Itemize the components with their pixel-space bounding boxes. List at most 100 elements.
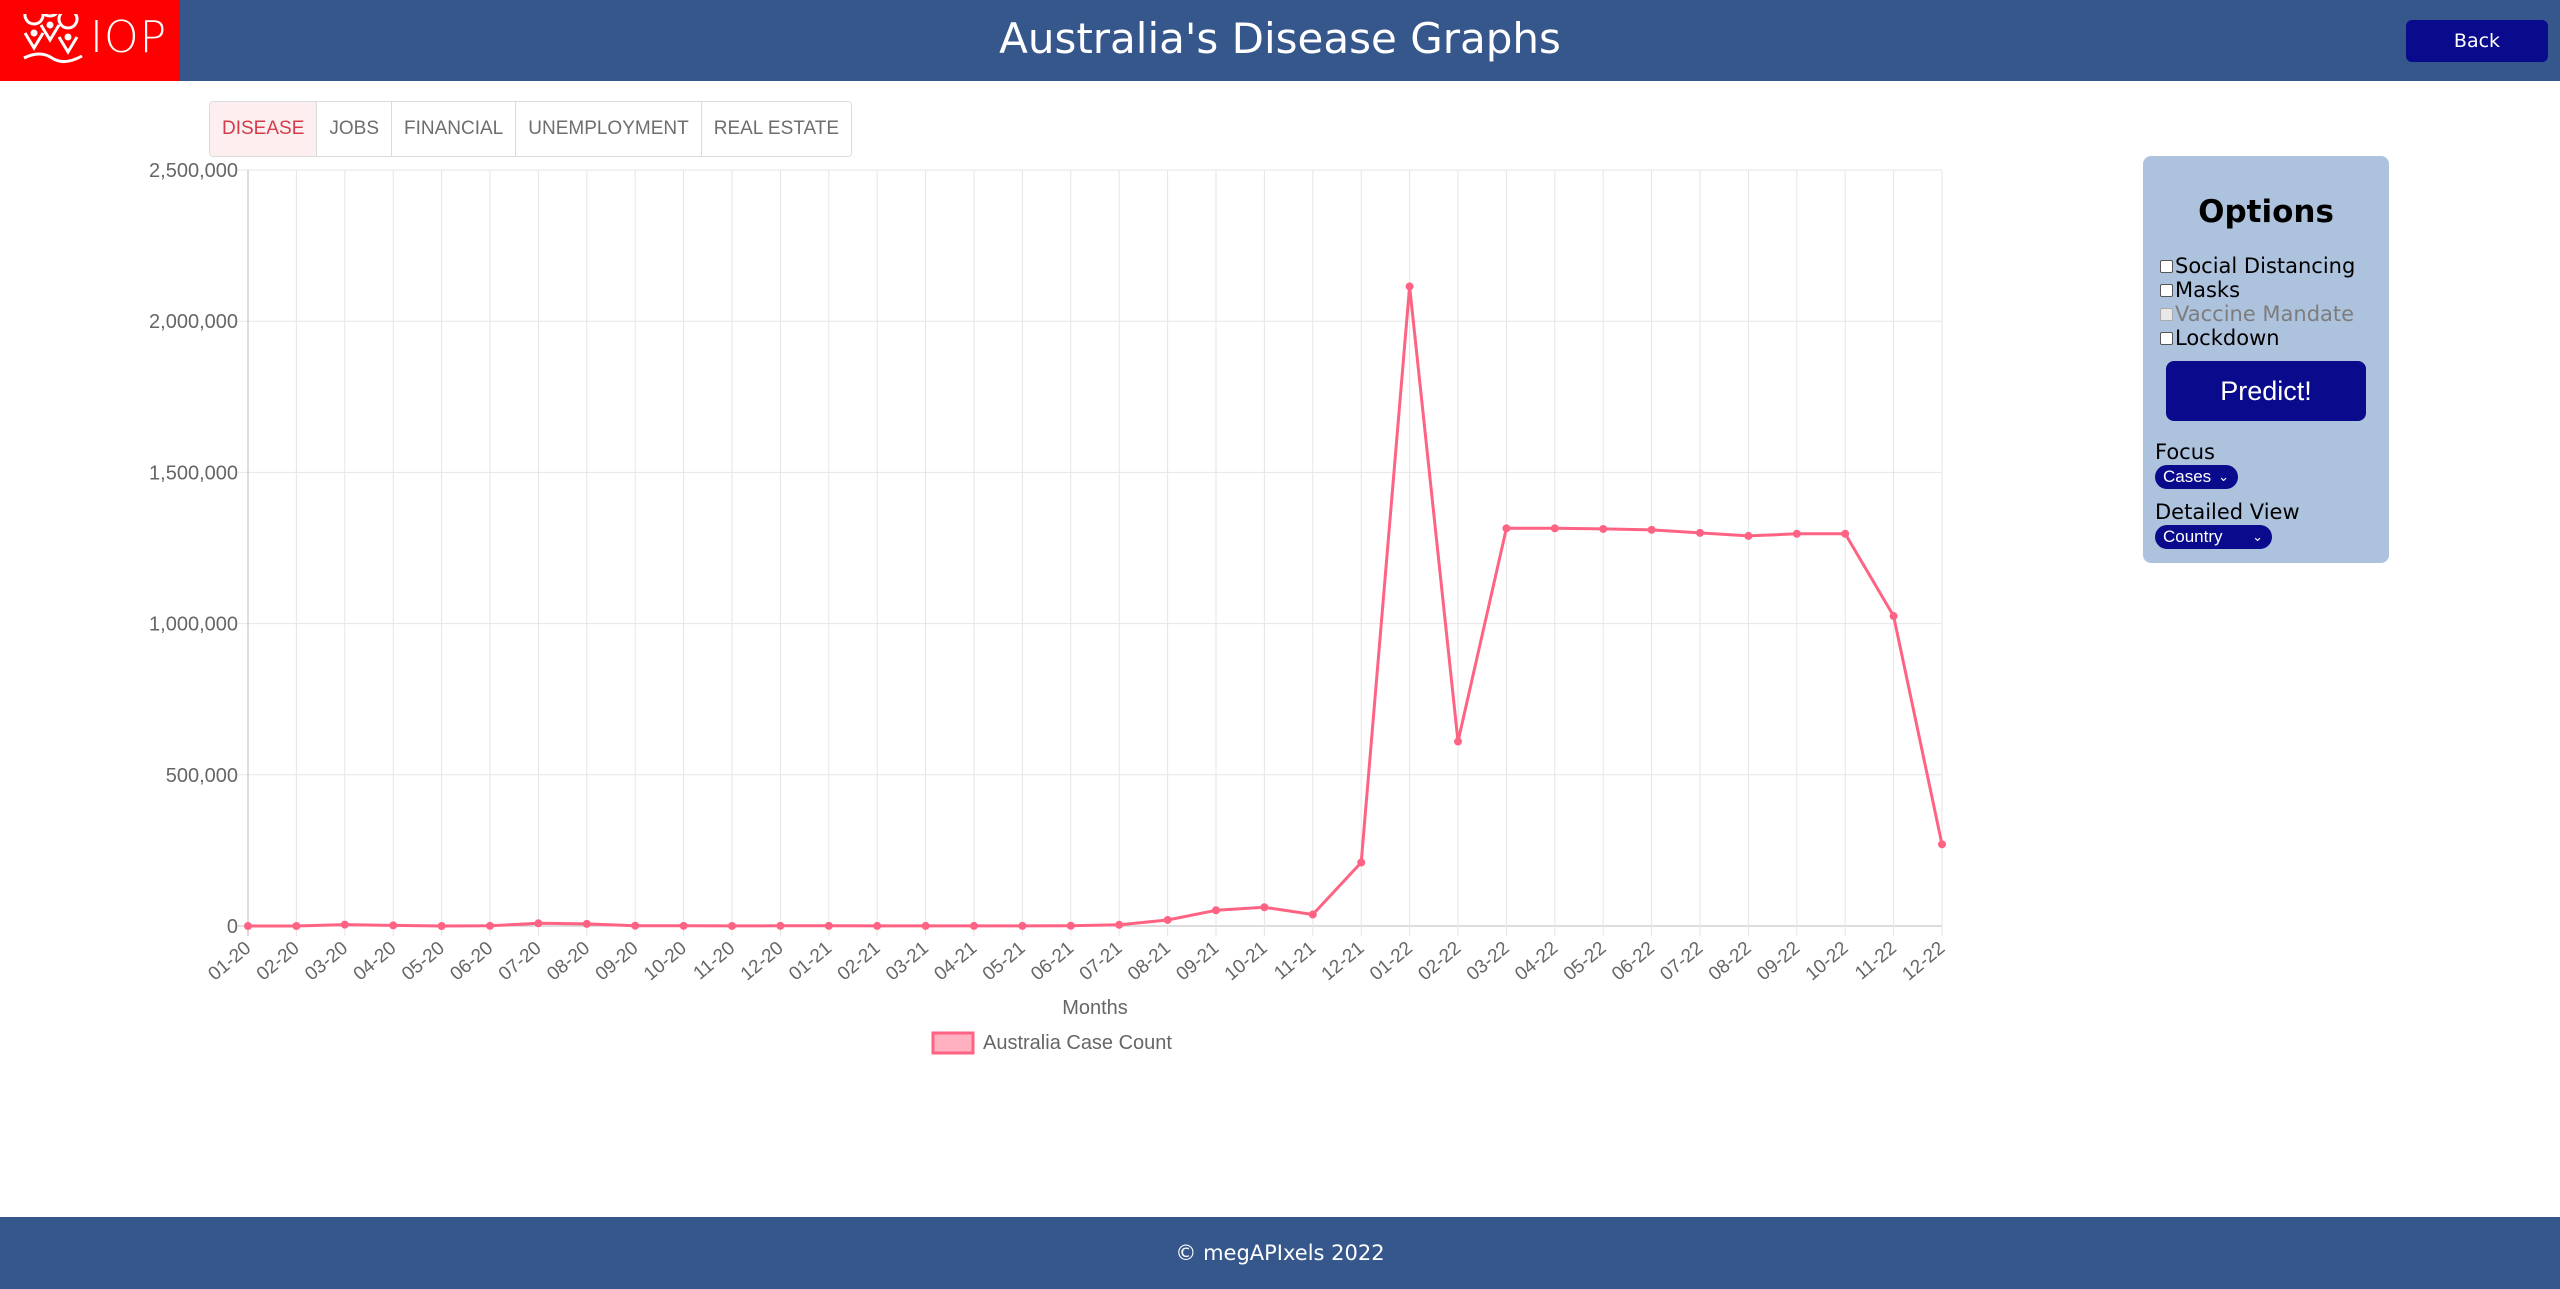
- data-point[interactable]: [486, 921, 494, 930]
- data-point[interactable]: [776, 921, 785, 930]
- x-tick-label: 08-22: [1705, 938, 1756, 985]
- data-point[interactable]: [1018, 921, 1027, 930]
- checkbox-masks[interactable]: Masks: [2160, 278, 2240, 302]
- data-point[interactable]: [921, 921, 930, 930]
- x-tick-label: 08-21: [1124, 938, 1175, 985]
- data-point[interactable]: [1163, 915, 1172, 924]
- data-point[interactable]: [340, 920, 349, 929]
- checkbox-label: Lockdown: [2175, 326, 2280, 350]
- x-tick-label: 04-20: [350, 938, 401, 985]
- data-point[interactable]: [1357, 858, 1366, 867]
- x-tick-label: 01-22: [1366, 938, 1417, 985]
- data-point[interactable]: [1696, 528, 1704, 537]
- x-axis-title: Months: [1062, 997, 1128, 1019]
- x-tick-label: 09-20: [592, 938, 643, 985]
- legend-swatch[interactable]: [931, 1031, 975, 1055]
- x-tick-label: 01-21: [785, 938, 836, 985]
- data-point[interactable]: [1454, 737, 1462, 746]
- data-point[interactable]: [1599, 524, 1608, 533]
- tab-disease[interactable]: DISEASE: [210, 102, 318, 156]
- data-point[interactable]: [970, 921, 978, 930]
- disease-line-chart: 0 500,000 1,000,000 1,500,000 2,000,000 2,500…: [149, 160, 1949, 1055]
- back-button[interactable]: Back: [2406, 20, 2548, 62]
- x-tick-label: 11-22: [1851, 938, 1901, 984]
- header-bar: IOP Australia's Disease Graphs Back: [0, 0, 2560, 81]
- app-logo[interactable]: IOP: [0, 0, 180, 81]
- checkbox-label: Vaccine Mandate: [2175, 302, 2355, 326]
- x-tick-label: 03-20: [301, 938, 352, 985]
- x-tick-label: 11-21: [1270, 938, 1320, 984]
- data-point[interactable]: [1792, 529, 1801, 538]
- y-tick-label: 1,000,000: [149, 614, 238, 636]
- page-title: Australia's Disease Graphs: [999, 14, 1561, 63]
- x-tick-label: 06-21: [1027, 938, 1078, 985]
- focus-select[interactable]: Cases ⌄: [2155, 465, 2238, 489]
- data-point[interactable]: [1647, 525, 1656, 534]
- x-tick-label: 12-21: [1318, 938, 1369, 985]
- data-point[interactable]: [1889, 612, 1898, 621]
- data-point[interactable]: [389, 921, 398, 930]
- y-tick-label: 1,500,000: [149, 462, 238, 484]
- x-tick-label: 07-21: [1076, 938, 1127, 985]
- data-point[interactable]: [1938, 840, 1946, 849]
- data-point[interactable]: [679, 921, 688, 930]
- tab-real-estate[interactable]: REAL ESTATE: [701, 102, 852, 156]
- data-point[interactable]: [1744, 531, 1753, 540]
- checkbox-box[interactable]: [2160, 331, 2173, 345]
- x-tick-label: 07-22: [1656, 938, 1707, 985]
- predict-button[interactable]: Predict!: [2166, 361, 2366, 421]
- detailed-view-select-value: Country: [2163, 527, 2223, 546]
- checkbox-box[interactable]: [2160, 283, 2173, 297]
- x-tick-label: 02-21: [834, 938, 885, 985]
- tab-financial[interactable]: FINANCIAL: [392, 102, 517, 156]
- logo-text: IOP: [90, 12, 168, 63]
- data-point[interactable]: [437, 922, 446, 930]
- data-point[interactable]: [1550, 524, 1559, 533]
- legend-label[interactable]: Australia Case Count: [983, 1032, 1172, 1054]
- x-tick-label: 12-22: [1898, 938, 1949, 985]
- x-tick-label: 05-21: [979, 938, 1030, 985]
- x-tick-label: 06-20: [446, 938, 497, 985]
- y-tick-label: 2,500,000: [149, 160, 238, 182]
- x-tick-label: 04-22: [1511, 938, 1562, 985]
- checkbox-label: Masks: [2175, 278, 2241, 302]
- data-point[interactable]: [1405, 282, 1414, 291]
- y-tick-label: 500,000: [166, 765, 238, 787]
- data-point[interactable]: [631, 921, 640, 930]
- x-tick-label: 12-20: [737, 938, 788, 985]
- detailed-view-select[interactable]: Country ⌄: [2155, 525, 2272, 549]
- checkbox-box: [2160, 307, 2173, 321]
- tab-jobs[interactable]: JOBS: [317, 102, 392, 156]
- chevron-down-icon: ⌄: [2218, 469, 2229, 484]
- data-point[interactable]: [728, 921, 736, 930]
- focus-select-value: Cases: [2163, 467, 2212, 486]
- checkbox-social-distancing[interactable]: Social Distancing: [2160, 254, 2355, 278]
- data-point[interactable]: [292, 922, 301, 930]
- data-point[interactable]: [244, 922, 252, 930]
- options-panel: Options Social Distancing Masks Vaccine …: [2143, 156, 2389, 563]
- x-tick-label: 10-20: [640, 938, 691, 985]
- data-point[interactable]: [1115, 920, 1124, 929]
- series-line: [248, 284, 1944, 928]
- x-tick-label: 02-20: [253, 938, 304, 985]
- x-tick-label: 06-22: [1608, 938, 1659, 985]
- x-tick-label: 03-22: [1463, 938, 1514, 985]
- data-point[interactable]: [1308, 910, 1317, 919]
- data-point[interactable]: [582, 919, 591, 928]
- data-point[interactable]: [1502, 524, 1511, 533]
- x-tick-label: 11-20: [690, 938, 740, 984]
- x-tick-label: 08-20: [543, 938, 594, 985]
- data-point[interactable]: [873, 921, 882, 930]
- data-point[interactable]: [1066, 921, 1075, 930]
- data-point[interactable]: [1212, 906, 1220, 915]
- x-tick-label: 10-21: [1221, 938, 1272, 985]
- checkbox-box[interactable]: [2160, 259, 2173, 273]
- data-point[interactable]: [824, 921, 833, 930]
- data-point[interactable]: [1260, 903, 1269, 912]
- data-point[interactable]: [534, 919, 543, 928]
- tab-unemployment[interactable]: UNEMPLOYMENT: [516, 102, 702, 156]
- checkbox-lockdown[interactable]: Lockdown: [2160, 326, 2280, 350]
- x-tick-label: 09-21: [1172, 938, 1223, 985]
- x-tick-label: 07-20: [495, 938, 546, 985]
- data-point[interactable]: [1841, 529, 1850, 538]
